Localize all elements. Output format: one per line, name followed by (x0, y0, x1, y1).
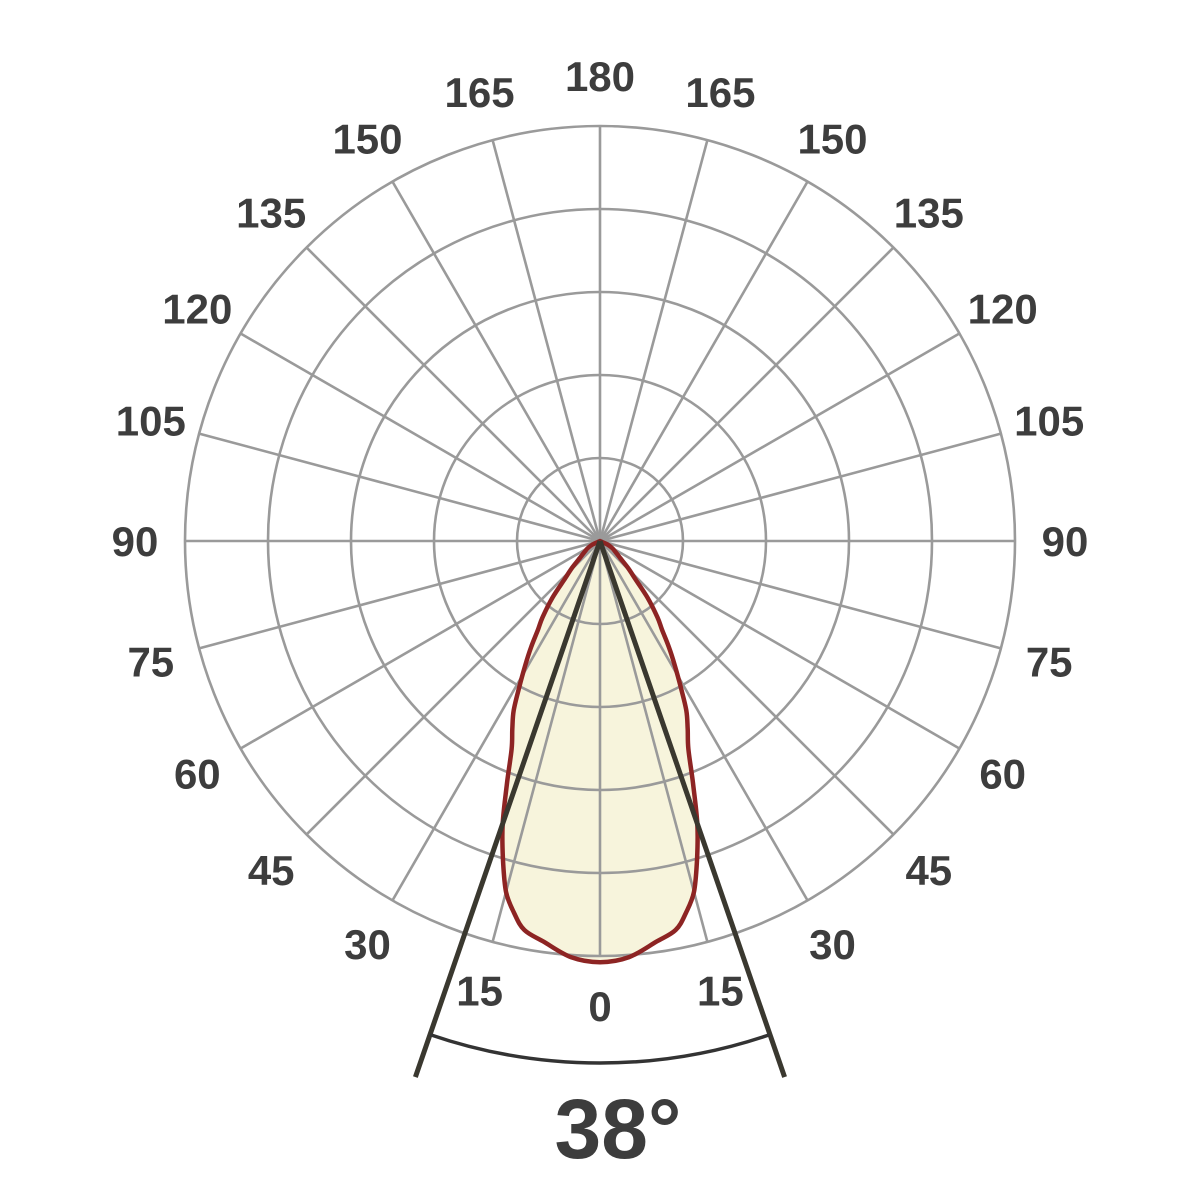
angle-tick-label: 60 (174, 751, 221, 798)
angle-tick-label: 30 (344, 921, 391, 968)
grid-spoke (598, 139, 709, 542)
beam-angle-value: 38° (554, 1082, 681, 1176)
angle-tick-label: 75 (127, 639, 174, 686)
angle-tick-labels: 0 15 15 30 30 45 45 60 60 75 75 90 90 105 105 120 120 135… (112, 53, 1089, 1030)
grid-spoke (305, 246, 601, 542)
angle-tick-label: 45 (248, 847, 295, 894)
angle-tick-label: 15 (456, 967, 503, 1014)
angle-tick-label: 150 (797, 115, 867, 162)
beam-angle-line-right (597, 540, 787, 1078)
angle-tick-label: 165 (445, 69, 515, 116)
beam-angle-arc (429, 1032, 771, 1065)
grid-spoke (391, 540, 602, 902)
grid-spoke (598, 540, 809, 902)
grid-spoke (599, 540, 895, 836)
angle-tick-label: 105 (116, 398, 186, 445)
grid-spoke (491, 540, 602, 943)
grid-spoke (198, 432, 601, 543)
grid-spoke (305, 540, 601, 836)
grid-spoke (598, 540, 709, 943)
angle-tick-label: 120 (968, 286, 1038, 333)
grid-spoke (599, 539, 1002, 650)
angle-tick-label: 45 (905, 847, 952, 894)
angle-tick-label: 0 (588, 983, 611, 1030)
angle-tick-label: 180 (565, 53, 635, 100)
angle-tick-label: 105 (1014, 398, 1084, 445)
angle-tick-label: 150 (332, 115, 402, 162)
grid-spoke (391, 180, 602, 542)
grid-spoke (599, 539, 961, 750)
angle-tick-label: 90 (1042, 518, 1089, 565)
angle-tick-label: 135 (236, 189, 306, 236)
grid-spoke (598, 180, 809, 542)
grid-spoke (198, 539, 601, 650)
angle-tick-label: 90 (112, 518, 159, 565)
grid-spoke (239, 332, 601, 543)
grid-spoke (599, 432, 1002, 543)
beam-angle-line-left (413, 540, 603, 1078)
angle-tick-label: 30 (809, 921, 856, 968)
angle-tick-label: 135 (894, 189, 964, 236)
polar-grid-spokes (185, 126, 1015, 956)
angle-tick-label: 15 (697, 967, 744, 1014)
intensity-lobe-outline (500, 538, 700, 965)
angle-tick-label: 75 (1026, 639, 1073, 686)
grid-spoke (599, 332, 961, 543)
grid-spoke (491, 139, 602, 542)
angle-tick-label: 165 (685, 69, 755, 116)
grid-spoke (599, 246, 895, 542)
angle-tick-label: 60 (979, 751, 1026, 798)
angle-tick-label: 120 (162, 286, 232, 333)
grid-spoke (239, 539, 601, 750)
